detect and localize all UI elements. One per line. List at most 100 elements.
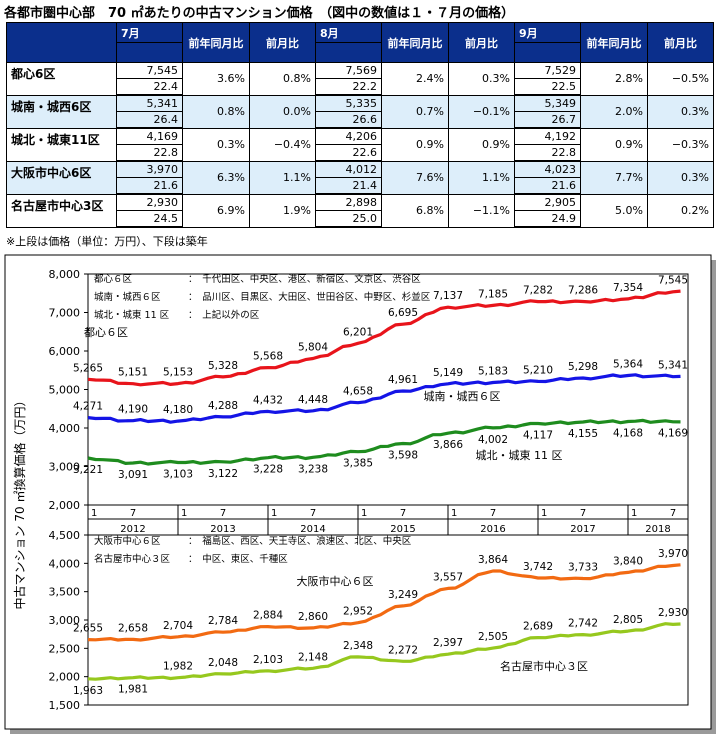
- yoy-header: 前年同月比: [182, 22, 250, 63]
- yoy-cell: 2.0%: [580, 94, 648, 129]
- price-cell: 4,023: [514, 160, 581, 178]
- yoy-cell: 7.6%: [381, 160, 449, 195]
- data-label: 2,655: [73, 623, 103, 635]
- data-label: 2,742: [568, 618, 598, 630]
- month-tick-label: 7: [130, 508, 136, 519]
- data-label: 5,265: [73, 362, 103, 374]
- y-tick-label: 7,000: [49, 307, 81, 320]
- yoy-cell: 0.3%: [182, 127, 250, 162]
- data-label: 7,282: [523, 285, 553, 297]
- legend-name: 城南・城西６区: [94, 291, 161, 303]
- age-cell: 24.9: [514, 210, 581, 228]
- data-label: 2,103: [253, 654, 283, 666]
- yoy-cell: 6.3%: [182, 160, 250, 195]
- chart-frame: [4, 254, 712, 730]
- legend-desc: ： 千代田区、中央区、港区、新宿区、文京区、渋谷区: [188, 273, 421, 285]
- month-header: 7月: [116, 22, 183, 43]
- age-cell: 21.6: [116, 177, 183, 195]
- data-label: 5,210: [523, 364, 553, 376]
- data-label: 4,271: [73, 401, 103, 413]
- data-label: 3,864: [478, 554, 508, 566]
- yoy-cell: 0.9%: [381, 127, 449, 162]
- mom-cell: 0.3%: [448, 62, 515, 96]
- y-tick-label: 4,000: [49, 422, 81, 435]
- year-tick-label: 2012: [120, 524, 145, 535]
- data-label: 5,328: [208, 360, 238, 372]
- month-tick-label: 1: [451, 508, 457, 519]
- series-name-label: 城南・城西６区: [424, 390, 501, 403]
- data-label: 5,804: [298, 342, 328, 354]
- table-corner: [6, 22, 117, 63]
- legend-name: 名古屋市中心３区: [94, 553, 171, 565]
- yoy-cell: 0.9%: [580, 127, 648, 162]
- age-cell: 26.6: [315, 111, 382, 129]
- data-label: 6,201: [343, 326, 373, 338]
- age-cell: 21.6: [514, 177, 581, 195]
- data-label: 4,169: [658, 427, 688, 439]
- y-tick-label: 5,000: [49, 384, 81, 397]
- page-title: 各都市圏中心部 70 ㎡あたりの中古マンション価格 （図中の数値は１・７月の価格…: [4, 6, 515, 21]
- month-tick-label: 7: [220, 508, 226, 519]
- price-cell: 5,341: [116, 94, 183, 112]
- data-label: 2,930: [658, 607, 688, 619]
- y-axis-title: 中古マンション 70 ㎡換算価格（万円）: [12, 395, 27, 610]
- mom-cell: 0.3%: [647, 160, 714, 195]
- price-table: 7月 前年同月比 前月比 8月 前年同月比 前月比 9月 前年同月比 前月比 都…: [6, 22, 714, 228]
- year-tick-label: 2018: [645, 524, 670, 535]
- series-line: [87, 622, 681, 681]
- y-tick-label: 8,000: [49, 268, 81, 281]
- yoy-cell: 2.4%: [381, 62, 449, 96]
- month-tick-label: 1: [181, 508, 187, 519]
- data-label: 2,805: [613, 614, 643, 626]
- month-tick-label: 7: [490, 508, 496, 519]
- y-tick-label: 3,000: [49, 461, 81, 474]
- data-label: 1,963: [73, 685, 103, 697]
- data-label: 2,860: [298, 611, 328, 623]
- data-label: 4,168: [613, 428, 643, 440]
- data-label: 2,658: [118, 622, 148, 634]
- data-label: 1,982: [163, 661, 193, 673]
- region-cell: 都心6区: [6, 62, 117, 96]
- price-cell: 4,169: [116, 127, 183, 145]
- price-cell: 2,905: [514, 193, 581, 211]
- data-label: 4,658: [343, 386, 373, 398]
- month-tick-label: 7: [310, 508, 316, 519]
- region-cell: 大阪市中心6区: [6, 160, 117, 195]
- yoy-cell: 6.9%: [182, 193, 250, 228]
- yoy-cell: 2.8%: [580, 62, 648, 96]
- age-cell: 22.4: [116, 78, 183, 96]
- year-tick-label: 2017: [570, 524, 595, 535]
- data-label: 3,866: [433, 439, 463, 451]
- data-label: 5,364: [613, 358, 643, 370]
- y-tick-label: 3,000: [49, 614, 81, 627]
- data-label: 3,557: [433, 571, 463, 583]
- price-cell: 5,335: [315, 94, 382, 112]
- data-label: 5,298: [568, 361, 598, 373]
- mom-cell: 0.0%: [249, 94, 316, 129]
- data-label: 5,153: [163, 367, 193, 379]
- month-tick-label: 1: [361, 508, 367, 519]
- data-label: 7,354: [613, 282, 643, 294]
- mom-cell: 0.3%: [647, 94, 714, 129]
- price-cell: 2,930: [116, 193, 183, 211]
- year-tick-label: 2016: [480, 524, 505, 535]
- data-label: 2,689: [523, 621, 553, 633]
- data-label: 4,961: [388, 374, 418, 386]
- age-cell: 22.6: [315, 144, 382, 162]
- price-cell: 7,545: [116, 62, 183, 79]
- data-label: 4,288: [208, 400, 238, 412]
- data-label: 7,185: [478, 288, 508, 300]
- mom-cell: 0.8%: [249, 62, 316, 96]
- month-tick-label: 1: [271, 508, 277, 519]
- age-cell: 22.8: [514, 144, 581, 162]
- month-header: 8月: [315, 22, 382, 43]
- data-label: 6,695: [388, 307, 418, 319]
- yoy-cell: 0.8%: [182, 94, 250, 129]
- region-cell: 名古屋市中心3区: [6, 193, 117, 228]
- y-tick-label: 4,000: [49, 557, 81, 570]
- y-tick-label: 2,000: [49, 671, 81, 684]
- series-line: [87, 418, 681, 466]
- data-label: 2,505: [478, 631, 508, 643]
- yoy-cell: 0.7%: [381, 94, 449, 129]
- data-label: 7,286: [568, 284, 598, 296]
